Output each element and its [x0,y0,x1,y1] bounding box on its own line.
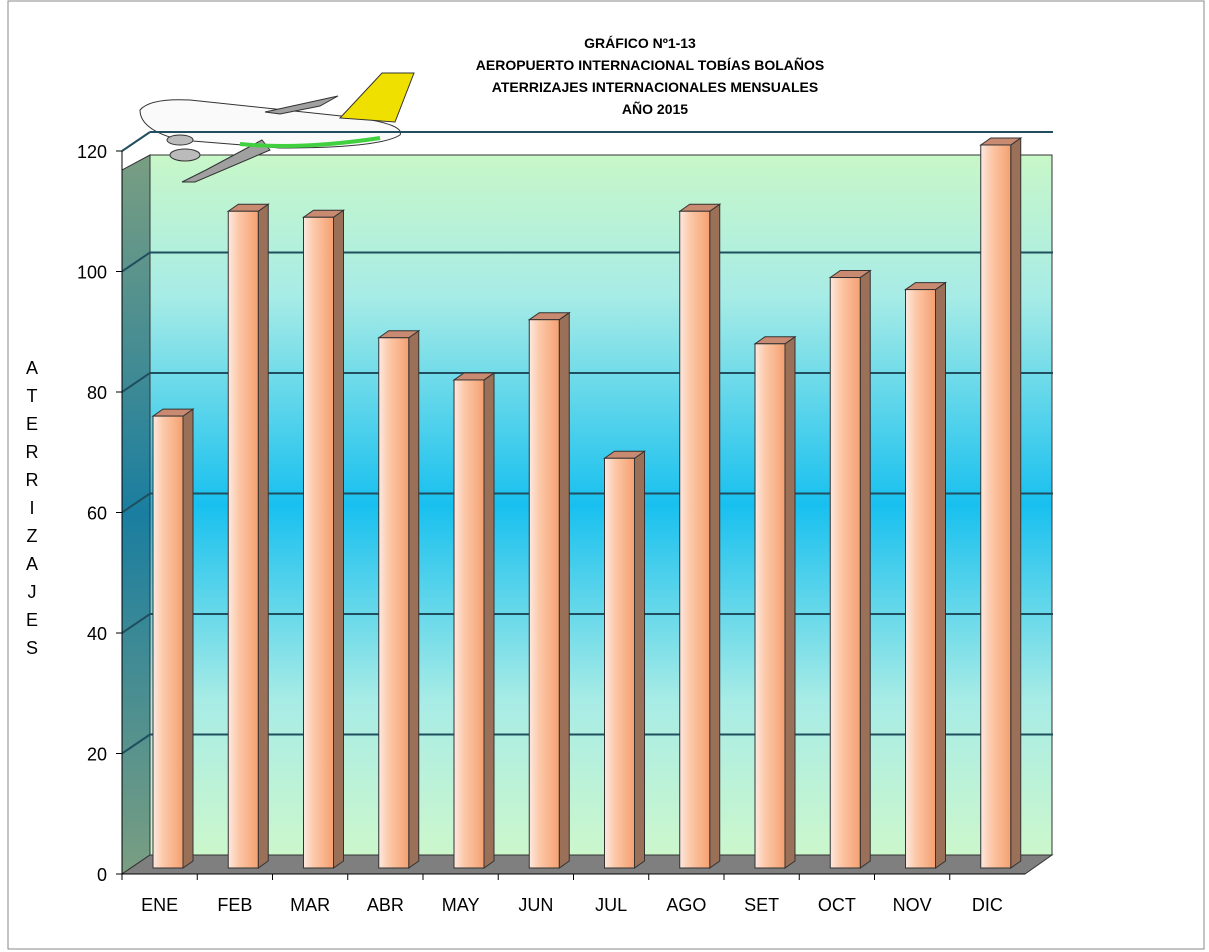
bar-side [709,203,721,869]
grid-line [121,131,151,152]
bar-side [784,335,796,869]
bar [754,343,786,869]
frame [7,0,1205,950]
bar [303,216,334,869]
bar [829,277,861,869]
grid-line [121,613,151,634]
title-line: AÑO 2015 [622,100,688,117]
bar [905,289,936,869]
bar [679,210,711,869]
bar-side [935,281,946,869]
grid-line [121,492,151,514]
bar [152,415,184,869]
title-line: AEROPUERTO INTERNACIONAL TOBÍAS BOLAÑOS [476,56,824,73]
x-tick-label: NOV [893,895,932,915]
y-tick-label: 60 [87,504,107,524]
y-tick-label: 100 [77,263,107,283]
y-tick-label: 120 [77,142,107,162]
y-tick-label: 40 [87,624,107,644]
bar [528,319,560,869]
bar-side [634,450,645,869]
title-line: GRÁFICO Nº1-13 [584,35,696,51]
x-tick-label: JUL [595,895,627,915]
bar-side [558,311,570,869]
x-tick-label: MAR [290,895,330,915]
y-tick-label: 0 [97,865,107,885]
bar [227,210,259,869]
grid-line [121,733,151,755]
x-tick-label: SET [744,895,779,915]
bar [604,457,635,869]
x-tick-label: OCT [818,895,856,915]
bar-side [483,371,495,869]
bar-side [408,329,420,869]
x-tick-label: JUN [518,895,553,915]
x-tick-label: ENE [141,895,178,915]
x-tick-label: MAY [442,895,480,915]
bar [980,144,1012,869]
bar [453,379,485,869]
x-tick-label: ABR [367,895,404,915]
x-tick-label: AGO [666,895,706,915]
bar-side [333,209,344,869]
x-tick-label: DIC [972,895,1003,915]
bar-side [1010,137,1022,869]
grid-line [121,372,151,393]
bar-side [182,408,194,869]
y-tick-label: 20 [87,745,107,765]
bar-side [859,269,871,869]
y-tick-label: 80 [87,383,107,403]
y-axis-label: ATERRIZAJES [22,358,42,666]
bar [378,337,410,869]
x-tick-label: FEB [217,895,252,915]
grid-line [121,251,151,273]
bar-side [257,203,269,869]
plot-walls [120,154,1054,875]
title-line: ATERRIZAJES INTERNACIONALES MENSUALES [492,79,818,95]
airplane-icon [139,72,415,183]
